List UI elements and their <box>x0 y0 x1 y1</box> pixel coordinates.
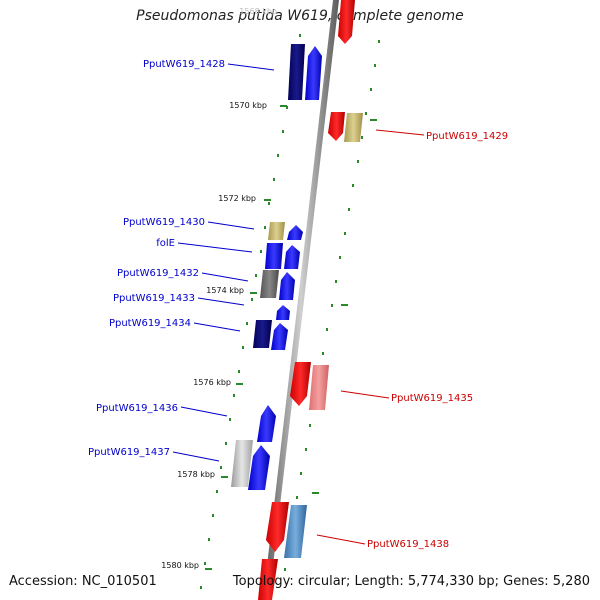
ruler-label: 1578 kbp <box>177 470 215 479</box>
gene-label[interactable]: PputW619_1435 <box>391 393 473 404</box>
gene-PputW619_1428-b[interactable] <box>305 46 322 100</box>
gene-label[interactable]: PputW619_1434 <box>109 318 191 329</box>
gene-PputW619_1434-a[interactable] <box>253 320 272 348</box>
ruler-label: 1580 kbp <box>161 561 199 570</box>
gene-label[interactable]: PputW619_1430 <box>123 217 205 228</box>
ruler-label: 1570 kbp <box>229 101 267 110</box>
major-ticks <box>205 105 377 570</box>
gene-label[interactable]: PputW619_1428 <box>143 59 225 70</box>
gene-PputW619_1438-b[interactable] <box>284 505 307 558</box>
ruler-label: 1574 kbp <box>206 286 244 295</box>
genome-title: Pseudomonas putida W619, complete genome <box>136 8 464 24</box>
ruler-labels: 1568 kbp 1570 kbp 1572 kbp 1574 kbp 1576… <box>161 7 277 570</box>
gene-PputW619_1432[interactable] <box>260 270 279 298</box>
gene-folE-a[interactable] <box>265 243 283 269</box>
gene-PputW619_1429-b[interactable] <box>344 113 363 142</box>
gene-PputW619_1430[interactable] <box>268 222 285 240</box>
topology-text: Topology: circular; Length: 5,774,330 bp… <box>232 574 590 589</box>
forward-genes <box>231 44 322 490</box>
ruler-label: 1572 kbp <box>218 194 256 203</box>
gene-label[interactable]: PputW619_1436 <box>96 403 178 414</box>
gene-label[interactable]: PputW619_1433 <box>113 293 195 304</box>
gene-label[interactable]: PputW619_1438 <box>367 539 449 550</box>
gene-PputW619_1437-a[interactable] <box>231 440 253 487</box>
gene-PputW619_1435-a[interactable] <box>290 362 311 406</box>
ruler-label: 1568 kbp <box>239 7 277 16</box>
gene-PputW619_1430-b[interactable] <box>287 225 303 240</box>
label-leaders <box>172 63 425 545</box>
accession-text: Accession: NC_010501 <box>9 574 157 589</box>
gene-bottom-reverse[interactable] <box>258 559 278 600</box>
gene-label[interactable]: PputW619_1429 <box>426 131 508 142</box>
gene-folE-b[interactable] <box>284 245 300 269</box>
gene-label[interactable]: PputW619_1432 <box>117 268 199 279</box>
gene-labels: PputW619_1428 PputW619_1429 PputW619_143… <box>88 59 508 550</box>
reverse-genes <box>258 0 363 600</box>
gene-PputW619_1435-b[interactable] <box>309 365 329 410</box>
gene-label[interactable]: PputW619_1437 <box>88 447 170 458</box>
gene-PputW619_1433[interactable] <box>276 305 290 320</box>
gene-label[interactable]: folE <box>156 238 175 249</box>
gene-top-reverse[interactable] <box>338 0 355 44</box>
gene-PputW619_1436[interactable] <box>257 405 276 442</box>
gene-PputW619_1428-a[interactable] <box>288 44 305 100</box>
gene-PputW619_1438-a[interactable] <box>266 502 289 552</box>
gene-PputW619_1434-b[interactable] <box>271 323 288 350</box>
genome-backbone <box>263 0 339 600</box>
gene-PputW619_1432-b[interactable] <box>279 272 295 300</box>
gene-PputW619_1429-a[interactable] <box>328 112 345 141</box>
ruler-label: 1576 kbp <box>193 378 231 387</box>
gene-PputW619_1437-b[interactable] <box>248 445 270 490</box>
